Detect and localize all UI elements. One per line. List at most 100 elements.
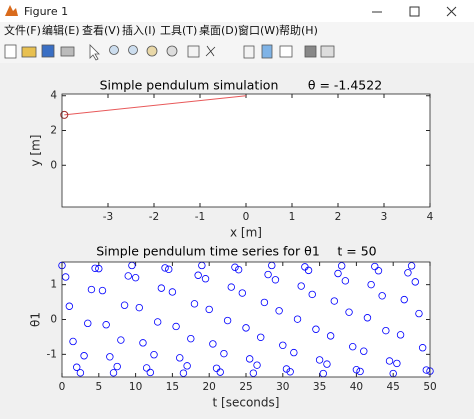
menu-item[interactable]: 文件(F) [4, 23, 41, 37]
data-point [102, 321, 110, 329]
menu-item[interactable]: 桌面(D) [199, 24, 238, 37]
data-point [304, 266, 313, 275]
data-point [176, 354, 184, 362]
data-point [286, 368, 294, 376]
toolbar-icons [4, 44, 335, 61]
chart-annotation: θ = -1.4522 [308, 78, 382, 93]
colorbar-icon[interactable] [261, 44, 273, 59]
menu-item[interactable]: 窗口(W) [238, 23, 279, 37]
maximize-button[interactable] [409, 6, 420, 17]
data-point [382, 326, 390, 335]
data-point [326, 332, 335, 340]
zoom-out-icon[interactable] [128, 45, 138, 55]
data-point [245, 355, 254, 363]
pan-icon[interactable] [146, 45, 158, 57]
data-point [374, 267, 383, 275]
data-point [271, 276, 280, 284]
brush-icon[interactable] [205, 45, 216, 57]
data-point [76, 369, 85, 377]
data-point [330, 297, 339, 305]
x-axis-label: t [seconds] [213, 396, 280, 410]
data-point [323, 360, 331, 368]
menu-item[interactable]: 插入(I) [122, 23, 156, 37]
x-tick-label: 0 [59, 381, 66, 393]
x-tick-label: 20 [203, 381, 216, 393]
data-point [227, 283, 235, 291]
data-point [282, 365, 291, 373]
zoom-in-icon[interactable] [109, 45, 119, 55]
new-icon[interactable] [4, 44, 17, 59]
chart-annotation: t = 50 [337, 244, 376, 259]
save-icon[interactable] [41, 44, 55, 58]
x-tick-label: 45 [387, 381, 400, 393]
axes-box [61, 261, 431, 378]
menu-bar [0, 22, 474, 40]
data-point [264, 270, 272, 279]
y-axis-label: y [m] [29, 135, 43, 167]
pendulum-bob [60, 110, 69, 119]
x-tick-label: -2 [149, 211, 159, 223]
data-point [356, 367, 364, 376]
x-tick-label: 0 [243, 211, 250, 223]
x-tick-label: 4 [427, 211, 434, 223]
data-point [275, 307, 283, 315]
menu-group: 文件(F) 编辑(E) 查看(V) 插入(I) 工具(T) 桌面(D) 窗口(W) 帮助(H) [4, 23, 318, 37]
data-point [242, 324, 250, 332]
data-point [190, 300, 199, 308]
x-tick-label: 3 [381, 211, 388, 223]
data-point [279, 341, 287, 349]
axes-box [61, 93, 431, 208]
chart-title: Simple pendulum time series for θ1 [96, 244, 320, 259]
data-point [69, 337, 77, 346]
toolbar [0, 40, 474, 63]
x-tick-label: 50 [423, 381, 436, 393]
datatip-icon[interactable] [187, 45, 200, 58]
data-point [308, 290, 316, 299]
data-point [187, 334, 195, 343]
data-point [146, 368, 155, 377]
menu-item[interactable]: 编辑(E) [42, 23, 80, 37]
data-point [337, 262, 346, 270]
legend-icon[interactable] [279, 45, 293, 58]
pendulum-rod [64, 95, 247, 116]
data-point [179, 369, 188, 377]
data-point [257, 333, 265, 341]
open-icon[interactable] [21, 46, 37, 58]
data-point [172, 322, 180, 331]
menu-item[interactable]: 工具(T) [160, 24, 197, 37]
data-point [124, 272, 132, 280]
app-icon [5, 5, 18, 16]
close-button[interactable] [446, 6, 457, 17]
print-icon[interactable] [60, 46, 75, 57]
menu-item[interactable]: 查看(V) [82, 23, 120, 37]
data-point [238, 289, 247, 297]
menu-item[interactable]: 帮助(H) [279, 23, 318, 37]
x-tick-label: 30 [276, 381, 289, 393]
dock-icon[interactable] [320, 45, 335, 58]
data-point [91, 264, 99, 272]
data-point [106, 353, 114, 361]
data-point [415, 309, 423, 318]
data-point [363, 314, 372, 322]
pointer-icon[interactable] [89, 44, 100, 61]
hide-tools-icon[interactable] [304, 45, 317, 58]
x-tick-label: 25 [239, 381, 252, 393]
data-point [131, 273, 140, 282]
data-point [161, 264, 169, 272]
rotate-icon[interactable] [166, 45, 178, 57]
data-point [249, 369, 258, 377]
link-icon[interactable] [243, 45, 255, 59]
y-tick-label: 0 [50, 159, 57, 171]
data-point [165, 265, 173, 274]
data-point [216, 368, 224, 376]
x-tick-label: 1 [289, 211, 296, 223]
data-point [367, 280, 375, 289]
x-tick-label: 40 [350, 381, 363, 393]
data-point [393, 359, 401, 368]
data-point [404, 269, 412, 277]
data-point [315, 356, 324, 364]
data-point [157, 284, 166, 292]
axes-background [62, 94, 430, 207]
data-point [352, 365, 361, 374]
